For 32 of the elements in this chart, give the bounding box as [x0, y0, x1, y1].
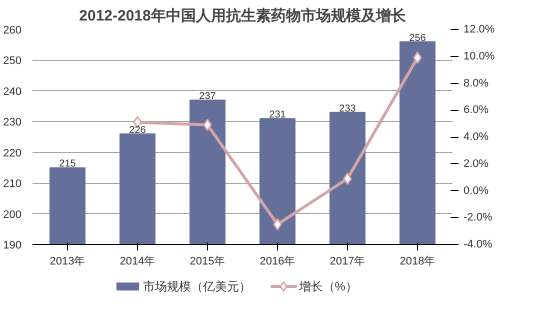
- data-label: 237: [199, 91, 216, 102]
- y2-tick-label: -4.0%: [464, 238, 492, 250]
- y2-tick-label: 0.0%: [464, 184, 489, 197]
- y2-tick-label: 4.0%: [464, 131, 489, 143]
- y2-tick-label: 8.0%: [464, 77, 489, 90]
- data-label: 231: [269, 110, 286, 121]
- data-label: 226: [129, 124, 146, 136]
- y2-tick-label: 12.0%: [464, 24, 495, 36]
- y-tick-label: 190: [3, 240, 22, 252]
- y-tick-label: 230: [3, 116, 22, 129]
- x-tick-label: 2016年: [260, 256, 296, 268]
- y-tick-label: 250: [3, 55, 22, 68]
- x-tick-label: 2014年: [120, 256, 156, 268]
- x-tick-label: 2017年: [330, 256, 366, 268]
- x-tick-label: 2013年: [50, 256, 86, 268]
- y2-tick-label: 2.0%: [464, 158, 489, 170]
- y-tick-label: 200: [3, 208, 22, 221]
- y-tick-label: 220: [3, 147, 22, 160]
- y-tick-label: 210: [3, 178, 22, 190]
- y-tick-label: 240: [3, 86, 22, 98]
- x-tick-label: 2015年: [190, 256, 226, 268]
- x-tick-label: 2018年: [400, 256, 436, 268]
- data-label: 233: [339, 103, 356, 114]
- y2-tick-label: -2.0%: [464, 212, 492, 224]
- legend-label: 增长（%）: [298, 280, 358, 294]
- data-label: 256: [409, 32, 426, 44]
- data-label: 215: [59, 158, 76, 170]
- y-tick-label: 260: [3, 24, 22, 36]
- legend-label: 市场规模（亿美元）: [142, 280, 251, 294]
- chart-title: 2012-2018年中国人用抗生素药物市场规模及增长: [79, 6, 407, 24]
- y2-tick-label: 6.0%: [464, 104, 489, 116]
- y2-tick-label: 10.0%: [464, 50, 495, 62]
